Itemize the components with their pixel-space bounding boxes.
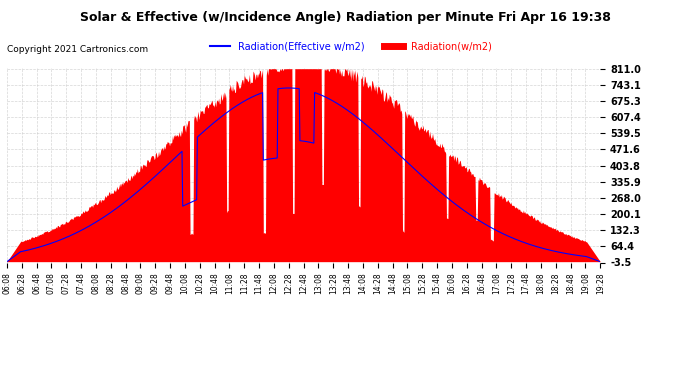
Legend: Radiation(Effective w/m2), Radiation(w/m2): Radiation(Effective w/m2), Radiation(w/m… xyxy=(206,37,495,55)
Text: Copyright 2021 Cartronics.com: Copyright 2021 Cartronics.com xyxy=(7,45,148,54)
Text: Solar & Effective (w/Incidence Angle) Radiation per Minute Fri Apr 16 19:38: Solar & Effective (w/Incidence Angle) Ra… xyxy=(79,11,611,24)
